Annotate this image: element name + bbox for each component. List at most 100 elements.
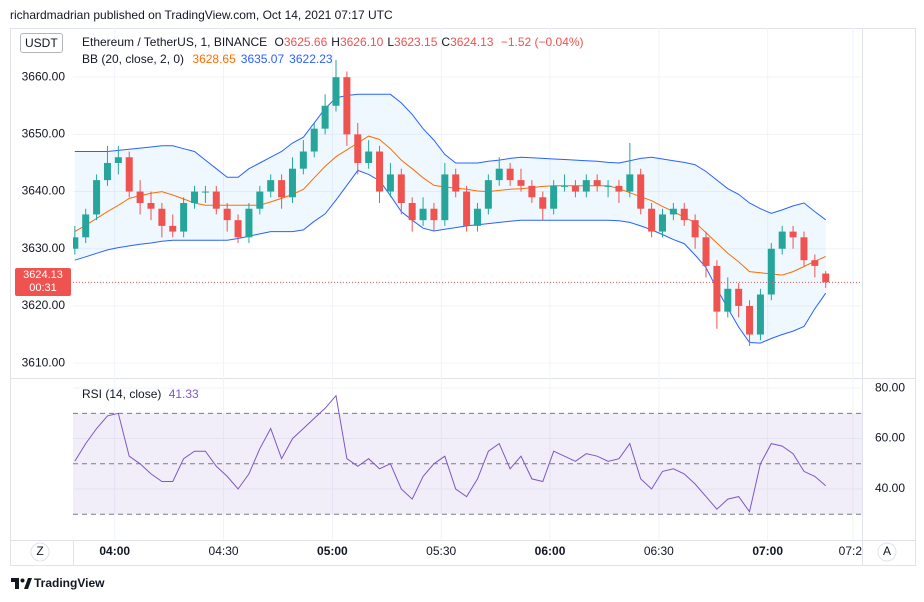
candle-body — [310, 128, 318, 152]
currency-button[interactable]: USDT — [20, 33, 63, 53]
candle-body — [245, 208, 253, 238]
candle-body — [267, 180, 275, 192]
x-tick-label: 07:00 — [752, 544, 783, 558]
ohlc-key: O — [274, 35, 284, 49]
candle-body — [495, 168, 503, 181]
bb-line — [74, 135, 826, 276]
brand-logo — [11, 578, 32, 589]
candle-body — [73, 237, 79, 249]
candle-body — [484, 180, 492, 209]
candle-body — [789, 231, 797, 238]
logo-shape — [24, 578, 32, 589]
candle-body — [212, 191, 220, 209]
candle-body — [191, 191, 199, 203]
x-tick-label: 05:30 — [426, 544, 456, 558]
x-tick-label: 07:2 — [839, 544, 863, 558]
x-tick-label: 04:30 — [209, 544, 239, 558]
candle-body — [648, 208, 656, 232]
candle-body — [452, 174, 460, 192]
candle-body — [822, 273, 830, 283]
candle-body — [136, 191, 144, 203]
bb-line — [74, 169, 827, 344]
x-tick-label: 05:00 — [317, 544, 348, 558]
candle-body — [201, 191, 209, 193]
candle-body — [463, 191, 471, 226]
scale-button-z[interactable] — [30, 542, 50, 562]
candle-body — [811, 260, 819, 266]
rsi-pane — [73, 394, 862, 515]
y-tick-label: 3630.00 — [22, 241, 66, 255]
logo-dot — [20, 578, 25, 583]
candle-body — [158, 208, 166, 226]
scale-button-z-label[interactable]: Z — [36, 544, 43, 558]
bb-legend: BB (20, close, 2, 0) 3628.65 3635.07 3622.… — [82, 52, 333, 66]
bb-value: 3635.07 — [240, 52, 285, 66]
y2-tick-label: 40.00 — [875, 481, 905, 495]
candle-body — [288, 168, 296, 198]
candle-body — [93, 180, 101, 215]
candle-body — [746, 305, 754, 335]
y-tick-label: 3650.00 — [22, 127, 66, 141]
ohlc-key: L — [387, 35, 395, 49]
symbol-legend: Ethereum / TetherUS, 1, BINANCE O3625.66… — [82, 35, 584, 49]
candle-body — [778, 231, 786, 249]
bb-values: 3628.65 3635.07 3622.23 — [187, 52, 332, 66]
candle-body — [430, 208, 438, 221]
candle-body — [278, 180, 286, 198]
axes: 04:00 04:30 05:00 05:30 06:00 06:30 07:00 07:2 3… — [22, 69, 906, 558]
candle-body — [800, 237, 808, 261]
candle-body — [669, 208, 677, 215]
bb-fill — [74, 94, 826, 344]
candle-body — [473, 208, 481, 226]
candle-body — [234, 220, 242, 238]
price-pane — [73, 60, 862, 346]
chart-frame — [10, 28, 916, 566]
candle-body — [332, 77, 340, 106]
candle-body — [386, 174, 394, 192]
ohlc-value: 3624.13 — [450, 35, 494, 49]
candle-body — [561, 185, 569, 187]
candle-body — [767, 248, 775, 295]
bb-title: BB (20, close, 2, 0) — [82, 52, 185, 66]
ohlc-values: O3625.66 H3626.10 L3623.15 C3624.13 — [271, 35, 498, 49]
candle-body — [528, 185, 536, 198]
candle-body — [539, 197, 547, 209]
price-tag-value: 3624.13 — [23, 269, 63, 282]
candle-body — [82, 214, 90, 238]
symbol-title: Ethereum / TetherUS, 1, BINANCE — [82, 35, 268, 49]
candle-body — [626, 174, 634, 192]
scale-button-a-label[interactable]: A — [883, 544, 891, 558]
candle-body — [223, 208, 231, 221]
candle-body — [724, 288, 732, 312]
x-tick-label: 06:30 — [644, 544, 674, 558]
rsi-value: 41.33 — [168, 387, 199, 401]
candle-body — [713, 265, 721, 312]
candle-body — [408, 203, 416, 221]
price-tag-countdown: 00:31 — [29, 282, 57, 295]
candle-body — [615, 185, 623, 192]
candle-body — [397, 174, 405, 203]
rsi-title: RSI (14, close) — [82, 387, 162, 401]
candle-body — [441, 174, 449, 221]
candle-body — [114, 157, 122, 163]
price-tag: 3624.13 00:31 — [15, 268, 71, 297]
logo-shape — [11, 578, 19, 589]
candle-body — [658, 214, 666, 232]
ohlc-key: H — [331, 35, 340, 49]
ohlc-value: 3623.15 — [394, 35, 438, 49]
candle-body — [343, 77, 351, 135]
bb-line — [74, 93, 827, 221]
candle-body — [147, 203, 155, 209]
rsi-legend: RSI (14, close) 41.33 — [82, 387, 199, 401]
candle-body — [321, 105, 329, 129]
brand-name: TradingView — [34, 576, 105, 590]
candle-body — [691, 220, 699, 238]
ohlc-value: 3626.10 — [339, 35, 384, 49]
candle-body — [604, 185, 612, 187]
candle-body — [756, 294, 764, 335]
y-tick-label: 3660.00 — [22, 69, 66, 83]
scale-button-a[interactable] — [877, 542, 897, 562]
candle-body — [680, 208, 688, 221]
